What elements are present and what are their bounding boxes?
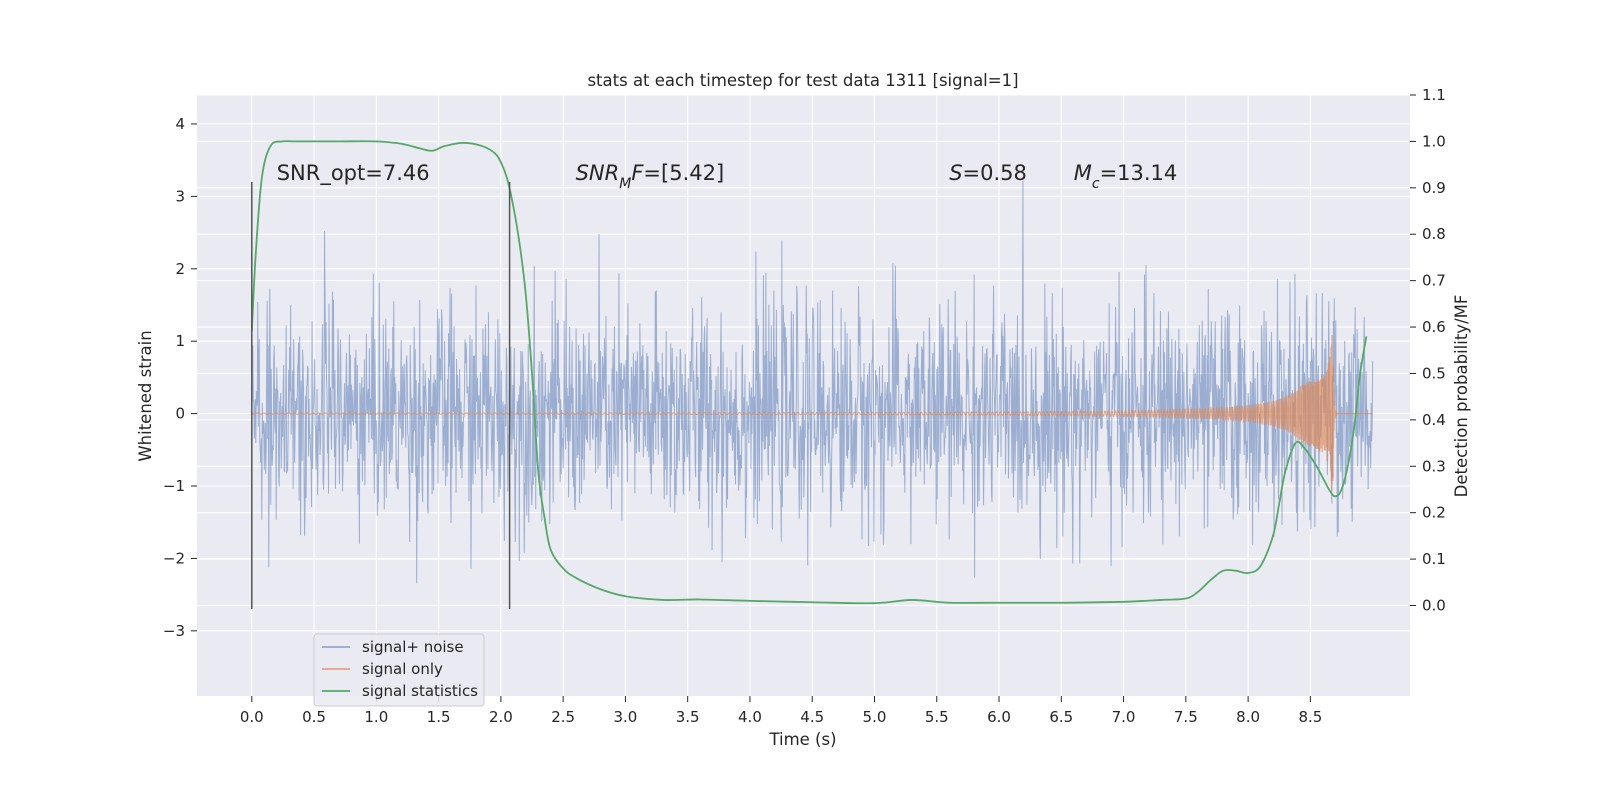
y-tick-label: 2 (175, 260, 185, 278)
x-tick-label: 6.0 (987, 708, 1011, 726)
y-tick-label: 0 (175, 405, 185, 423)
y2-tick-label: 0.4 (1422, 411, 1446, 429)
series-signal-only (251, 335, 1373, 491)
y-axis-right: 0.0 0.1 0.2 0.3 0.4 0.5 0.6 0.7 0.8 0.9 1.0 1.1 (1410, 86, 1446, 615)
legend-label-signal: signal only (362, 660, 443, 678)
x-tick-label: 5.5 (925, 708, 949, 726)
legend-box (313, 633, 485, 707)
x-tick-label: 0.5 (302, 708, 326, 726)
legend: signal+ noise signal only signal statist… (313, 633, 485, 707)
x-tick-label: 7.0 (1112, 708, 1136, 726)
y-tick-label: 3 (175, 187, 185, 205)
series-signal-plus-noise (251, 180, 1374, 584)
chart-title: stats at each timestep for test data 131… (587, 71, 1018, 90)
legend-label-noise: signal+ noise (362, 638, 464, 656)
x-tick-label: 8.5 (1298, 708, 1322, 726)
x-tick-label: 7.5 (1174, 708, 1198, 726)
vertical-markers (251, 181, 511, 610)
x-axis-label: Time (s) (768, 730, 836, 749)
y2-tick-label: 0.5 (1422, 364, 1446, 382)
x-axis: 0.0 0.5 1.0 1.5 2.0 2.5 3.0 3.5 4.0 4.5 5.0 5.5 6.0 6… (240, 696, 1322, 726)
y2-tick-label: 1.1 (1422, 86, 1446, 104)
y-tick-label: −1 (163, 477, 185, 495)
x-tick-label: 0.0 (240, 708, 264, 726)
x-tick-label: 6.5 (1049, 708, 1073, 726)
annotation-snr-mf: SNRMF=[5.42] (576, 161, 725, 192)
x-tick-label: 4.5 (800, 708, 824, 726)
annotation-snr-opt: SNR_opt=7.46 (277, 161, 430, 186)
y-tick-label: 1 (175, 332, 185, 350)
y-tick-label: −2 (163, 549, 185, 567)
y2-axis-label: Detection probability/MF (1452, 295, 1471, 498)
y2-tick-label: 0.9 (1422, 179, 1446, 197)
y2-tick-label: 0.2 (1422, 504, 1446, 522)
y-axis-label: Whitened strain (136, 330, 155, 461)
x-tick-label: 1.5 (427, 708, 451, 726)
y2-tick-label: 0.8 (1422, 225, 1446, 243)
x-tick-label: 3.0 (613, 708, 637, 726)
y2-tick-label: 0.7 (1422, 272, 1446, 290)
y2-tick-label: 1.0 (1422, 132, 1446, 150)
y2-tick-label: 0.6 (1422, 318, 1446, 336)
x-tick-label: 4.0 (738, 708, 762, 726)
annotation-s: S=0.58 (949, 161, 1027, 185)
x-tick-label: 2.5 (551, 708, 575, 726)
y2-tick-label: 0.0 (1422, 597, 1446, 615)
x-tick-label: 8.0 (1236, 708, 1260, 726)
x-tick-label: 1.0 (364, 708, 388, 726)
x-tick-label: 3.5 (676, 708, 700, 726)
y-axis-left: −3 −2 −1 0 1 2 3 4 (163, 115, 197, 640)
annotation-mc: Mc=13.14 (1074, 161, 1178, 192)
annotations: SNR_opt=7.46 SNRMF=[5.42] S=0.58 Mc=13.14 (277, 161, 1178, 192)
x-tick-label: 5.0 (863, 708, 887, 726)
y-tick-label: 4 (175, 115, 185, 133)
data-series (250, 140, 1374, 605)
series-signal-statistics (250, 140, 1368, 605)
y-tick-label: −3 (163, 622, 185, 640)
x-tick-label: 2.0 (489, 708, 513, 726)
y2-tick-label: 0.1 (1422, 550, 1446, 568)
y2-tick-label: 0.3 (1422, 457, 1446, 475)
legend-label-stats: signal statistics (362, 682, 478, 700)
